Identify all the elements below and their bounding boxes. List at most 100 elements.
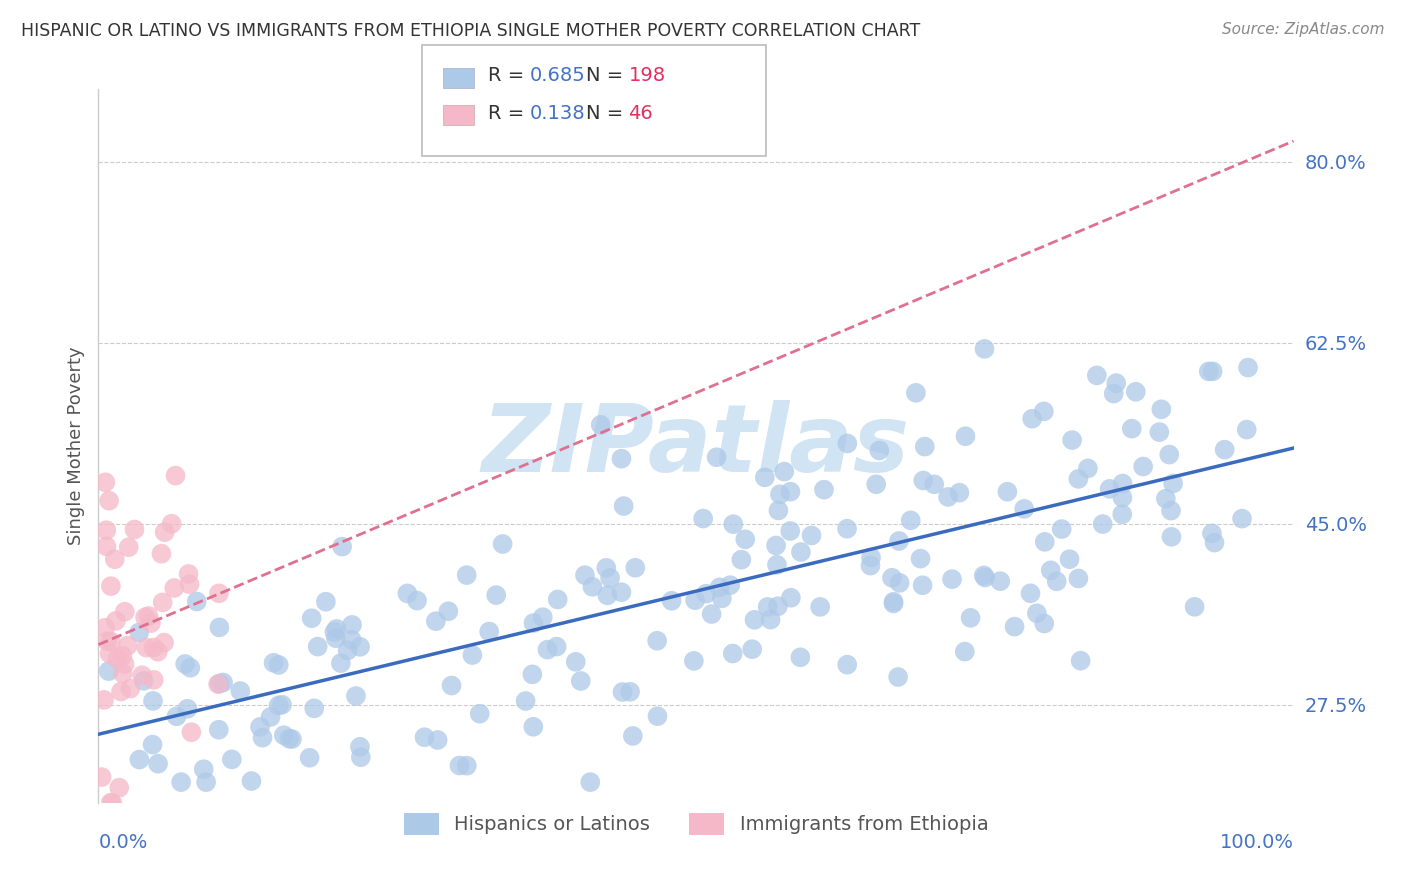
Point (974, 570, 997, 584)
Point (94, 621, 117, 635)
Point (478, 624, 501, 639)
Point (193, 762, 215, 776)
Point (581, 580, 603, 594)
Text: 0.138: 0.138 (530, 103, 586, 123)
Point (766, 599, 789, 614)
Point (208, 586, 231, 600)
Point (165, 468, 187, 483)
Point (263, 656, 285, 670)
Point (298, 750, 321, 764)
Point (565, 655, 588, 669)
Point (546, 640, 568, 654)
Point (1067, 572, 1090, 586)
Point (522, 615, 544, 630)
Point (1159, 448, 1181, 462)
Point (837, 657, 859, 672)
Point (1032, 404, 1054, 418)
Point (273, 728, 295, 742)
Point (124, 523, 146, 537)
Point (610, 451, 633, 466)
Point (315, 595, 337, 609)
Point (100, 634, 122, 648)
Point (922, 477, 945, 491)
Point (118, 540, 141, 554)
Point (1102, 386, 1125, 401)
Point (754, 470, 776, 484)
Point (108, 780, 131, 795)
Point (142, 694, 165, 708)
Point (756, 599, 779, 614)
Point (344, 689, 367, 703)
Point (111, 648, 134, 663)
Text: 0.685: 0.685 (530, 66, 586, 86)
Point (456, 758, 478, 772)
Point (589, 417, 612, 432)
Point (661, 594, 683, 608)
Point (765, 539, 787, 553)
Point (406, 593, 429, 607)
Point (911, 578, 934, 592)
Point (259, 710, 281, 724)
Point (610, 585, 633, 599)
Point (413, 730, 436, 744)
Point (142, 640, 165, 655)
Point (142, 738, 165, 752)
Point (1160, 503, 1182, 517)
Point (723, 517, 745, 532)
Point (252, 731, 274, 745)
Text: 0.0%: 0.0% (98, 833, 148, 853)
Point (773, 465, 796, 479)
Point (645, 633, 668, 648)
Point (683, 654, 706, 668)
Point (706, 450, 728, 465)
Point (426, 733, 449, 747)
Point (98, 647, 121, 661)
Point (307, 640, 329, 654)
Point (813, 483, 835, 497)
Point (1125, 384, 1147, 399)
Point (769, 487, 792, 501)
Point (166, 709, 188, 723)
Point (624, 561, 647, 575)
Point (574, 568, 596, 582)
Point (111, 666, 134, 681)
Point (1237, 360, 1260, 375)
Point (186, 594, 208, 608)
Point (1154, 491, 1177, 506)
Point (267, 698, 290, 713)
Point (146, 756, 169, 771)
Point (1198, 364, 1220, 378)
Point (790, 545, 813, 559)
Point (599, 571, 621, 585)
Point (1039, 563, 1062, 577)
Point (177, 566, 200, 581)
Point (249, 720, 271, 734)
Point (160, 516, 183, 531)
Point (104, 614, 127, 628)
Point (709, 581, 731, 595)
Point (128, 625, 150, 640)
Point (330, 540, 353, 554)
Point (683, 593, 706, 607)
Point (569, 673, 592, 688)
Point (1202, 364, 1225, 378)
Point (955, 429, 977, 443)
Point (179, 661, 201, 675)
Point (1230, 511, 1253, 525)
Point (882, 597, 904, 611)
Point (135, 640, 157, 655)
Point (98, 493, 121, 508)
Point (880, 571, 903, 585)
Point (96, 634, 118, 648)
Point (229, 684, 252, 698)
Point (780, 591, 803, 605)
Point (936, 490, 959, 504)
Point (152, 595, 174, 609)
Point (522, 720, 544, 734)
Point (267, 657, 290, 672)
Point (180, 725, 202, 739)
Legend: Hispanics or Latinos, Immigrants from Ethiopia: Hispanics or Latinos, Immigrants from Et… (396, 805, 995, 843)
Point (887, 670, 910, 684)
Point (859, 558, 882, 573)
Point (105, 652, 128, 666)
